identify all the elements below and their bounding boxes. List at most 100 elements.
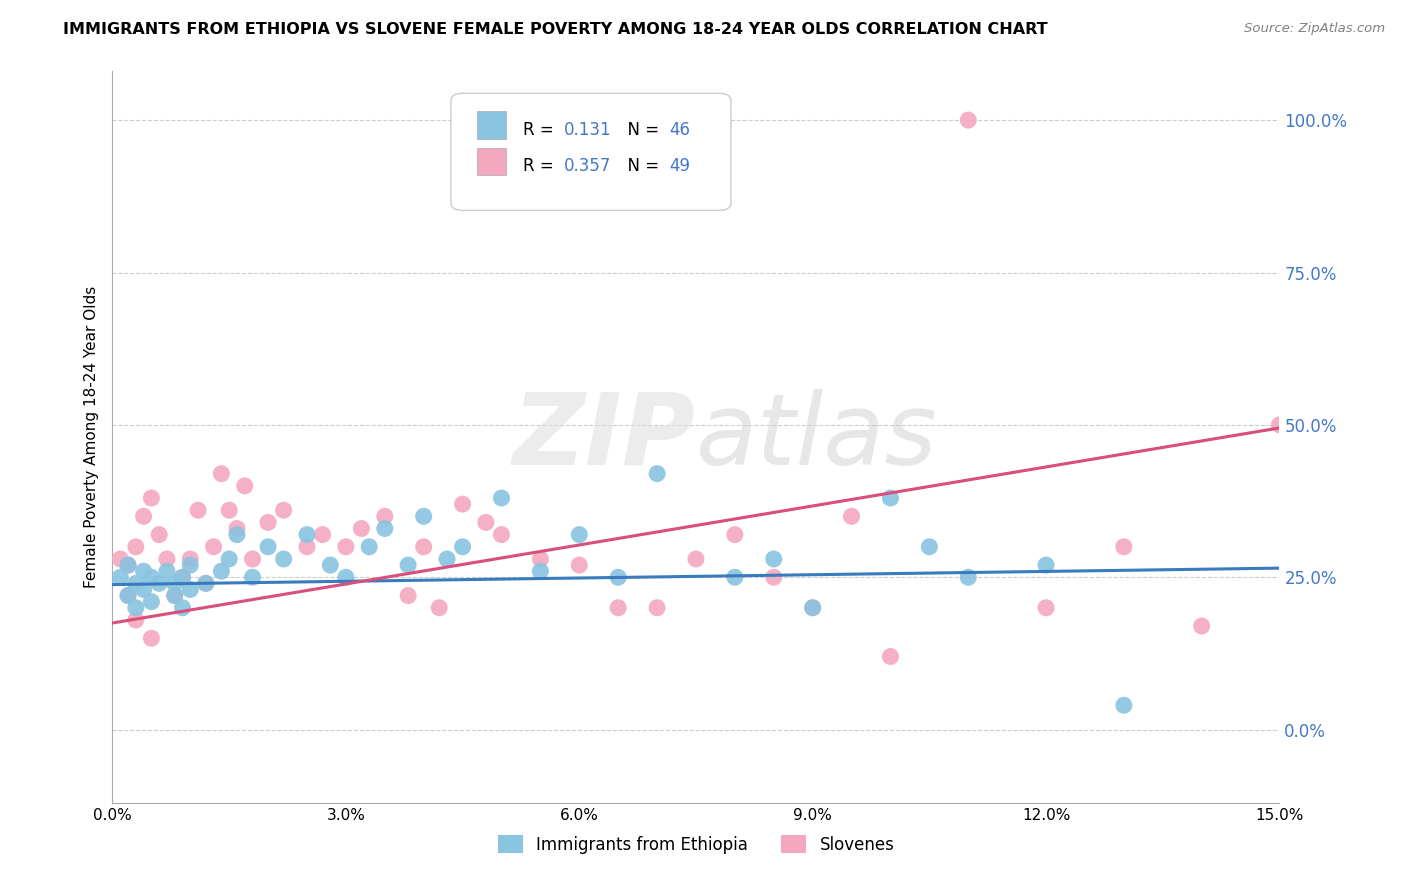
Point bbox=[179, 558, 201, 573]
Point bbox=[179, 582, 201, 597]
Text: 49: 49 bbox=[669, 158, 690, 176]
Point bbox=[412, 509, 434, 524]
Point bbox=[451, 497, 474, 511]
Text: N =: N = bbox=[617, 121, 664, 139]
Point bbox=[412, 540, 434, 554]
Point bbox=[685, 552, 707, 566]
Point bbox=[141, 570, 163, 584]
Point bbox=[311, 527, 333, 541]
Point bbox=[163, 576, 186, 591]
Text: IMMIGRANTS FROM ETHIOPIA VS SLOVENE FEMALE POVERTY AMONG 18-24 YEAR OLDS CORRELA: IMMIGRANTS FROM ETHIOPIA VS SLOVENE FEMA… bbox=[63, 22, 1047, 37]
Point bbox=[451, 540, 474, 554]
Point bbox=[187, 503, 209, 517]
Point bbox=[801, 600, 824, 615]
Point bbox=[491, 527, 513, 541]
Point bbox=[226, 521, 249, 535]
Point bbox=[209, 467, 232, 481]
Point bbox=[1035, 600, 1057, 615]
Text: R =: R = bbox=[523, 121, 560, 139]
Point bbox=[156, 564, 179, 578]
Text: 46: 46 bbox=[669, 121, 690, 139]
Point bbox=[1035, 558, 1057, 573]
Point bbox=[172, 570, 194, 584]
Point bbox=[1112, 540, 1135, 554]
Point bbox=[132, 582, 155, 597]
Point bbox=[226, 527, 249, 541]
Point bbox=[724, 527, 747, 541]
Point bbox=[194, 576, 217, 591]
Point bbox=[475, 516, 498, 530]
Point bbox=[1112, 698, 1135, 713]
Point bbox=[257, 516, 280, 530]
Text: N =: N = bbox=[617, 158, 664, 176]
Point bbox=[172, 570, 194, 584]
Point bbox=[841, 509, 863, 524]
Point bbox=[335, 540, 357, 554]
Point bbox=[801, 600, 824, 615]
Point bbox=[218, 503, 240, 517]
Text: 0.357: 0.357 bbox=[564, 158, 612, 176]
Point bbox=[319, 558, 342, 573]
Point bbox=[242, 552, 264, 566]
Point bbox=[1268, 417, 1291, 432]
Point bbox=[295, 527, 318, 541]
Point bbox=[645, 600, 668, 615]
Y-axis label: Female Poverty Among 18-24 Year Olds: Female Poverty Among 18-24 Year Olds bbox=[83, 286, 98, 588]
Point bbox=[762, 552, 785, 566]
Point bbox=[374, 521, 396, 535]
Point bbox=[202, 540, 225, 554]
Point bbox=[762, 570, 785, 584]
Point bbox=[295, 540, 318, 554]
Point bbox=[117, 558, 139, 573]
Point bbox=[218, 552, 240, 566]
Point bbox=[209, 564, 232, 578]
Point bbox=[273, 503, 295, 517]
Point bbox=[491, 491, 513, 505]
Point bbox=[607, 570, 630, 584]
Point bbox=[125, 540, 148, 554]
Point bbox=[117, 589, 139, 603]
Point bbox=[163, 589, 186, 603]
Point bbox=[396, 589, 419, 603]
Point bbox=[257, 540, 280, 554]
Text: R =: R = bbox=[523, 158, 560, 176]
Point bbox=[645, 467, 668, 481]
Point bbox=[125, 600, 148, 615]
Point bbox=[194, 576, 217, 591]
FancyBboxPatch shape bbox=[477, 112, 506, 138]
Point bbox=[233, 479, 256, 493]
Point bbox=[110, 552, 132, 566]
Point bbox=[110, 570, 132, 584]
Point bbox=[396, 558, 419, 573]
Point bbox=[163, 589, 186, 603]
Point bbox=[335, 570, 357, 584]
Point bbox=[918, 540, 941, 554]
Point bbox=[1191, 619, 1213, 633]
Point bbox=[117, 589, 139, 603]
Point bbox=[141, 632, 163, 646]
Point bbox=[879, 491, 901, 505]
Point bbox=[529, 564, 551, 578]
Point bbox=[242, 570, 264, 584]
Legend: Immigrants from Ethiopia, Slovenes: Immigrants from Ethiopia, Slovenes bbox=[491, 829, 901, 860]
FancyBboxPatch shape bbox=[477, 148, 506, 175]
Point bbox=[132, 564, 155, 578]
Text: Source: ZipAtlas.com: Source: ZipAtlas.com bbox=[1244, 22, 1385, 36]
Point bbox=[156, 552, 179, 566]
Point bbox=[568, 527, 591, 541]
Point bbox=[427, 600, 450, 615]
Point bbox=[125, 576, 148, 591]
Point bbox=[568, 558, 591, 573]
Point bbox=[179, 552, 201, 566]
Point bbox=[117, 558, 139, 573]
FancyBboxPatch shape bbox=[451, 94, 731, 211]
Point bbox=[350, 521, 373, 535]
Point bbox=[957, 113, 980, 128]
Point bbox=[172, 600, 194, 615]
Point bbox=[879, 649, 901, 664]
Point bbox=[529, 552, 551, 566]
Point bbox=[957, 570, 980, 584]
Point bbox=[724, 570, 747, 584]
Point bbox=[359, 540, 381, 554]
Point bbox=[273, 552, 295, 566]
